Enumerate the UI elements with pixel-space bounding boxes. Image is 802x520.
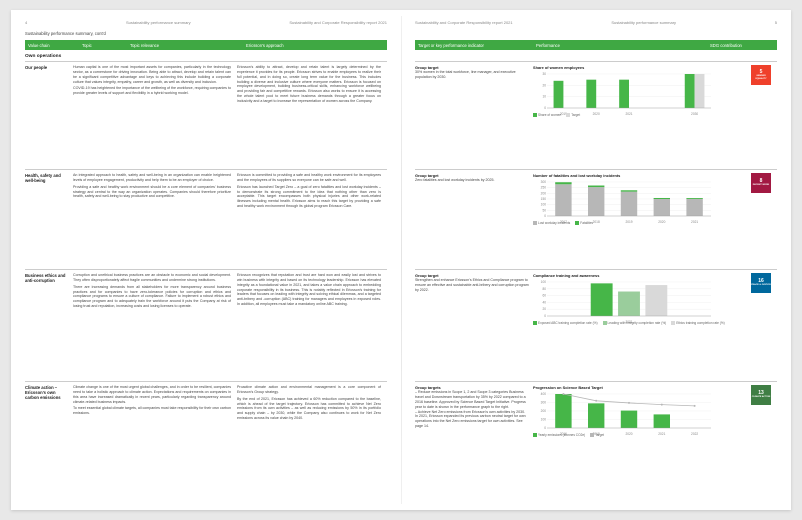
col-topic: Topic: [79, 43, 127, 48]
row-relevance: Corruption and unethical business practi…: [73, 273, 237, 377]
svg-text:0: 0: [544, 214, 546, 218]
row-target: Group target Strengthen and enhance Eric…: [415, 273, 533, 377]
row-performance: Compliance training and awareness 020406…: [533, 273, 745, 377]
chart: 05010015020025030020172018201920202021: [533, 180, 741, 220]
table-row: Business ethics and anti-corruption Corr…: [25, 269, 387, 381]
table-row: Group target Zero fatalities and lost wo…: [415, 169, 777, 269]
svg-text:400: 400: [541, 392, 547, 396]
row-approach: Ericsson recognizes that reputation and …: [237, 273, 387, 377]
row-topic: Health, safety and well-being: [25, 173, 73, 265]
svg-text:60: 60: [542, 294, 546, 298]
col-value-chain: Value chain: [25, 43, 73, 48]
row-performance: Share of women employees 010203020192020…: [533, 65, 745, 165]
col-target: Target or key performance indicator: [415, 43, 533, 48]
row-target: Group target 30% women in the total work…: [415, 65, 533, 165]
page-spread: 4 Sustainability performance summary Sus…: [11, 10, 791, 510]
table-row: Group target 30% women in the total work…: [415, 61, 777, 169]
svg-text:40: 40: [542, 300, 546, 304]
report-title-r: Sustainability and Corporate Responsibil…: [415, 20, 513, 25]
svg-text:30: 30: [542, 72, 546, 76]
sdg-tile: 5GENDER EQUALITY: [751, 65, 771, 85]
row-approach: Proactive climate action and environment…: [237, 385, 387, 501]
row-approach: Ericsson is committed to providing a saf…: [237, 173, 387, 265]
table-row: Climate action – Ericsson's own carbon e…: [25, 381, 387, 505]
summary-label-r: Sustainability performance summary: [611, 20, 676, 25]
svg-text:20: 20: [542, 83, 546, 87]
row-relevance: Climate change is one of the most urgent…: [73, 385, 237, 501]
svg-text:0: 0: [544, 106, 546, 110]
page-number-right: 5: [775, 20, 777, 25]
row-topic: Our people: [25, 65, 73, 165]
svg-text:100: 100: [541, 203, 547, 207]
svg-text:300: 300: [541, 180, 547, 184]
svg-text:200: 200: [541, 409, 547, 413]
chart-legend: Exposed ABC training completion rate (%)…: [533, 321, 741, 325]
running-head-left: 4 Sustainability performance summary Sus…: [25, 20, 387, 25]
row-target: Group target Zero fatalities and lost wo…: [415, 173, 533, 265]
chart: 01020302019202020212030: [533, 72, 741, 112]
row-topic: Climate action – Ericsson's own carbon e…: [25, 385, 73, 501]
svg-text:100: 100: [541, 280, 547, 284]
right-page: Sustainability and Corporate Responsibil…: [401, 10, 791, 510]
svg-text:50: 50: [542, 208, 546, 212]
row-sdg: 8DECENT WORK: [745, 173, 777, 265]
continuation-line: Sustainability performance summary, cont…: [25, 31, 387, 36]
summary-label: Sustainability performance summary: [126, 20, 191, 25]
col-relevance: Topic relevance: [127, 43, 243, 48]
row-performance: Number of fatalities and lost workday in…: [533, 173, 745, 265]
table-header-left: Value chain Topic Topic relevance Ericss…: [25, 40, 387, 50]
svg-text:2030: 2030: [691, 112, 698, 116]
svg-text:2021: 2021: [691, 220, 698, 224]
section-label: Own operations: [25, 54, 387, 59]
svg-text:10: 10: [542, 95, 546, 99]
page-number-left: 4: [25, 20, 27, 25]
right-rows: Group target 30% women in the total work…: [415, 61, 777, 505]
svg-text:2020: 2020: [658, 220, 665, 224]
svg-text:0: 0: [544, 426, 546, 430]
row-target: Group targets – Reduce emissions in Scop…: [415, 385, 533, 501]
table-row: Group targets – Reduce emissions in Scop…: [415, 381, 777, 505]
col-performance: Performance: [533, 43, 707, 48]
row-topic: Business ethics and anti-corruption: [25, 273, 73, 377]
svg-text:20: 20: [542, 307, 546, 311]
row-approach: Ericsson's ability to attract, develop a…: [237, 65, 387, 165]
svg-text:250: 250: [541, 186, 547, 190]
svg-text:0: 0: [544, 314, 546, 318]
left-page: 4 Sustainability performance summary Sus…: [11, 10, 401, 510]
row-sdg: 16PEACE & JUSTICE: [745, 273, 777, 377]
svg-text:2022: 2022: [691, 432, 698, 436]
svg-text:2019: 2019: [625, 220, 632, 224]
svg-text:100: 100: [541, 418, 547, 422]
row-sdg: 5GENDER EQUALITY: [745, 65, 777, 165]
svg-text:150: 150: [541, 197, 547, 201]
svg-text:2020: 2020: [593, 112, 600, 116]
report-title: Sustainability and Corporate Responsibil…: [289, 20, 387, 25]
row-performance: Progression on Science Based Target 0100…: [533, 385, 745, 501]
table-row: Group target Strengthen and enhance Eric…: [415, 269, 777, 381]
table-row: Health, safety and well-being An integra…: [25, 169, 387, 269]
row-relevance: Human capital is one of the most importa…: [73, 65, 237, 165]
sdg-tile: 16PEACE & JUSTICE: [751, 273, 771, 293]
table-header-right: Target or key performance indicator Perf…: [415, 40, 777, 50]
running-head-right: Sustainability and Corporate Responsibil…: [415, 20, 777, 25]
sdg-tile: 8DECENT WORK: [751, 173, 771, 193]
left-rows: Our people Human capital is one of the m…: [25, 61, 387, 505]
svg-text:80: 80: [542, 287, 546, 291]
sdg-tile: 13CLIMATE ACTION: [751, 385, 771, 405]
table-row: Our people Human capital is one of the m…: [25, 61, 387, 169]
svg-text:200: 200: [541, 191, 547, 195]
row-sdg: 13CLIMATE ACTION: [745, 385, 777, 501]
col-sdg: SDG contribution: [707, 43, 777, 48]
svg-text:2018: 2018: [593, 220, 600, 224]
row-relevance: An integrated approach to health, safety…: [73, 173, 237, 265]
chart: 0204060801002021: [533, 280, 741, 320]
svg-text:2021: 2021: [625, 112, 632, 116]
svg-text:300: 300: [541, 401, 547, 405]
col-approach: Ericsson's approach: [243, 43, 387, 48]
svg-text:2020: 2020: [625, 432, 632, 436]
svg-text:2021: 2021: [658, 432, 665, 436]
chart: 010020030040020162019202020212022: [533, 392, 741, 432]
